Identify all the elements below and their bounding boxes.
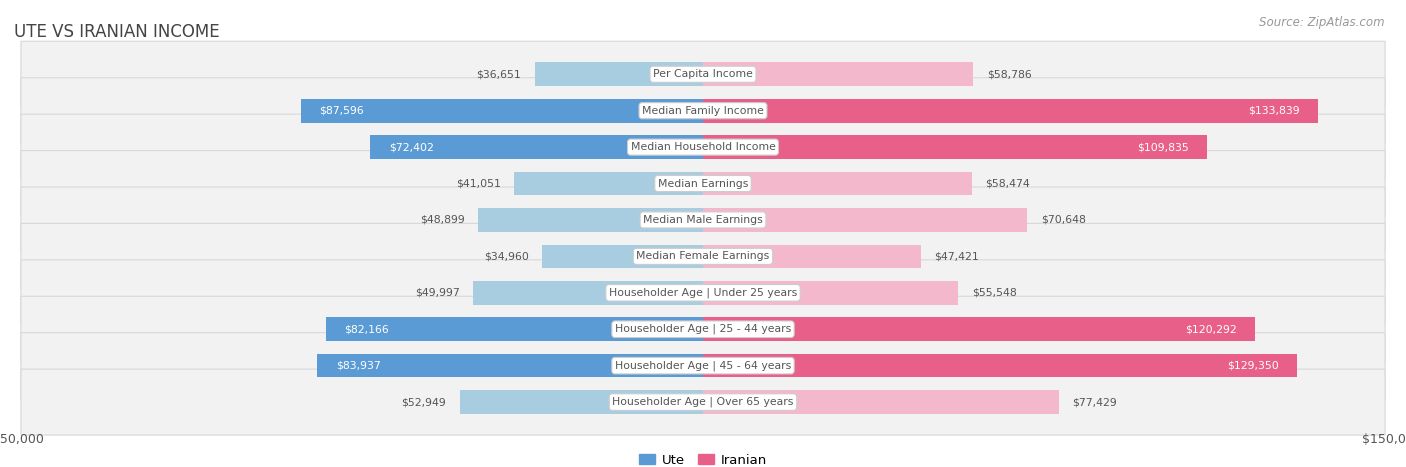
Bar (703, 99, 1317, 122)
Text: Householder Age | Over 65 years: Householder Age | Over 65 years (612, 397, 794, 407)
Text: $58,786: $58,786 (987, 69, 1032, 79)
FancyBboxPatch shape (21, 114, 1385, 180)
Bar (301, 99, 703, 122)
Text: $34,960: $34,960 (484, 251, 529, 262)
Text: $72,402: $72,402 (389, 142, 433, 152)
Text: Householder Age | Under 25 years: Householder Age | Under 25 years (609, 288, 797, 298)
Text: Median Earnings: Median Earnings (658, 178, 748, 189)
Text: $49,997: $49,997 (415, 288, 460, 298)
Bar (515, 172, 703, 195)
Text: $48,899: $48,899 (420, 215, 464, 225)
FancyBboxPatch shape (21, 369, 1385, 435)
FancyBboxPatch shape (21, 78, 1385, 144)
FancyBboxPatch shape (21, 187, 1385, 253)
Text: Median Male Earnings: Median Male Earnings (643, 215, 763, 225)
Bar (460, 390, 703, 414)
FancyBboxPatch shape (21, 260, 1385, 326)
Text: $36,651: $36,651 (477, 69, 520, 79)
Text: $58,474: $58,474 (986, 178, 1031, 189)
Bar (703, 354, 1298, 377)
Text: Median Family Income: Median Family Income (643, 106, 763, 116)
Text: Householder Age | 45 - 64 years: Householder Age | 45 - 64 years (614, 361, 792, 371)
Bar (703, 281, 957, 304)
Bar (703, 63, 973, 86)
FancyBboxPatch shape (21, 296, 1385, 362)
Bar (703, 135, 1208, 159)
Text: $109,835: $109,835 (1137, 142, 1189, 152)
Text: Median Household Income: Median Household Income (630, 142, 776, 152)
Bar (703, 245, 921, 268)
FancyBboxPatch shape (21, 41, 1385, 107)
Text: $52,949: $52,949 (401, 397, 446, 407)
Bar (703, 318, 1256, 341)
Text: $83,937: $83,937 (336, 361, 381, 371)
FancyBboxPatch shape (21, 223, 1385, 290)
Bar (474, 281, 703, 304)
Bar (326, 318, 703, 341)
Text: Per Capita Income: Per Capita Income (652, 69, 754, 79)
Text: Source: ZipAtlas.com: Source: ZipAtlas.com (1260, 16, 1385, 29)
Text: $129,350: $129,350 (1227, 361, 1278, 371)
Bar (478, 208, 703, 232)
Bar (543, 245, 703, 268)
Text: Householder Age | 25 - 44 years: Householder Age | 25 - 44 years (614, 324, 792, 334)
FancyBboxPatch shape (21, 150, 1385, 217)
Text: $87,596: $87,596 (319, 106, 364, 116)
Text: $55,548: $55,548 (972, 288, 1017, 298)
Text: $133,839: $133,839 (1247, 106, 1299, 116)
Text: $41,051: $41,051 (456, 178, 501, 189)
Text: $47,421: $47,421 (935, 251, 980, 262)
Bar (318, 354, 703, 377)
Bar (370, 135, 703, 159)
Text: UTE VS IRANIAN INCOME: UTE VS IRANIAN INCOME (14, 22, 219, 41)
Text: $70,648: $70,648 (1042, 215, 1087, 225)
Bar (703, 208, 1028, 232)
Bar (703, 390, 1059, 414)
FancyBboxPatch shape (21, 333, 1385, 399)
Bar (534, 63, 703, 86)
Text: $120,292: $120,292 (1185, 324, 1237, 334)
Text: $82,166: $82,166 (344, 324, 388, 334)
Text: Median Female Earnings: Median Female Earnings (637, 251, 769, 262)
Legend: Ute, Iranian: Ute, Iranian (634, 448, 772, 467)
Bar (703, 172, 972, 195)
Text: $77,429: $77,429 (1073, 397, 1118, 407)
